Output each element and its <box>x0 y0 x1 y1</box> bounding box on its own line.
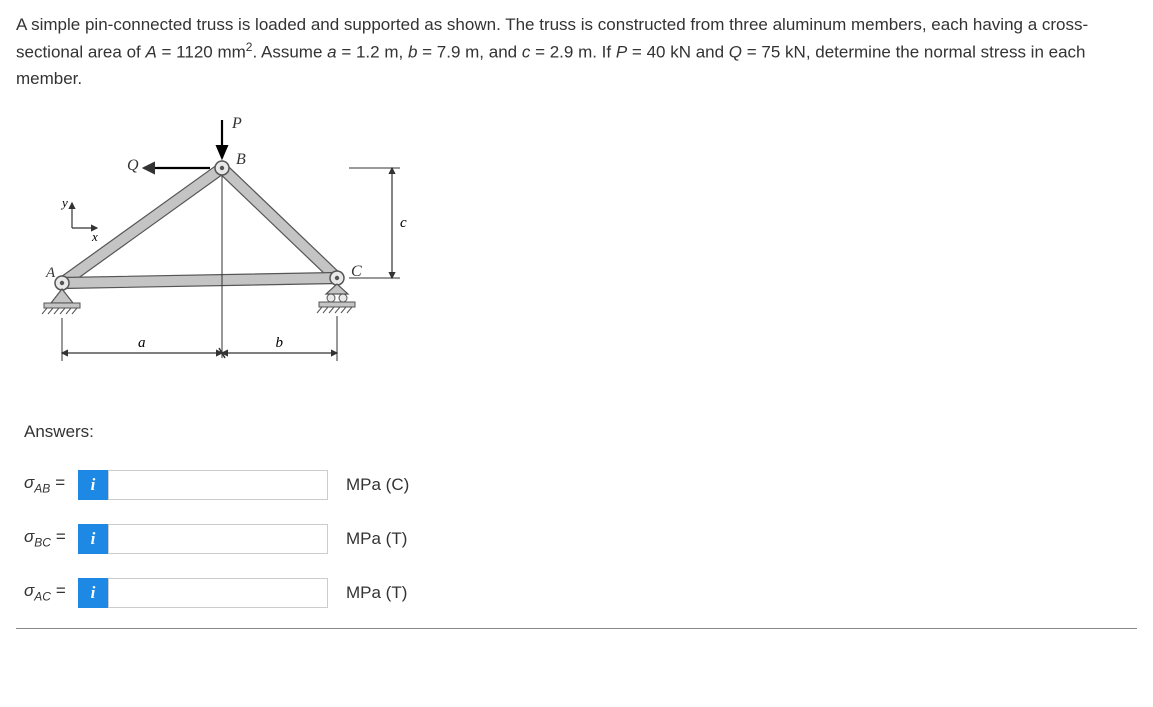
svg-text:y: y <box>60 195 68 210</box>
sigma-ab-input[interactable] <box>108 470 328 500</box>
answer-row-bc: σBC = i MPa (T) <box>24 524 1137 554</box>
sigma-ac-input[interactable] <box>108 578 328 608</box>
svg-text:P: P <box>231 115 242 132</box>
answer-row-ab: σAB = i MPa (C) <box>24 470 1137 500</box>
svg-text:B: B <box>236 151 246 168</box>
svg-text:a: a <box>138 335 146 351</box>
sigma-ac-label: σAC = <box>24 581 78 603</box>
info-icon-ac[interactable]: i <box>78 578 108 608</box>
sigma-bc-label: σBC = <box>24 527 78 549</box>
sigma-ab-label: σAB = <box>24 473 78 495</box>
unit-bc: MPa (T) <box>346 529 407 549</box>
info-icon-ab[interactable]: i <box>78 470 108 500</box>
svg-text:A: A <box>45 265 56 281</box>
unit-ac: MPa (T) <box>346 583 407 603</box>
svg-text:x: x <box>91 229 98 244</box>
unit-ab: MPa (C) <box>346 475 409 495</box>
answers-heading: Answers: <box>24 422 1137 442</box>
truss-svg: P Q B A Cy x a b c <box>32 113 412 393</box>
problem-statement: A simple pin-connected truss is loaded a… <box>16 12 1137 93</box>
sigma-bc-input[interactable] <box>108 524 328 554</box>
svg-text:c: c <box>400 215 407 231</box>
svg-text:C: C <box>351 263 362 280</box>
truss-diagram: P Q B A Cy x a b c <box>32 113 1137 398</box>
svg-text:Q: Q <box>127 157 139 174</box>
answer-row-ac: σAC = i MPa (T) <box>24 578 1137 608</box>
svg-text:b: b <box>276 335 284 351</box>
bottom-rule <box>16 628 1137 629</box>
info-icon-bc[interactable]: i <box>78 524 108 554</box>
